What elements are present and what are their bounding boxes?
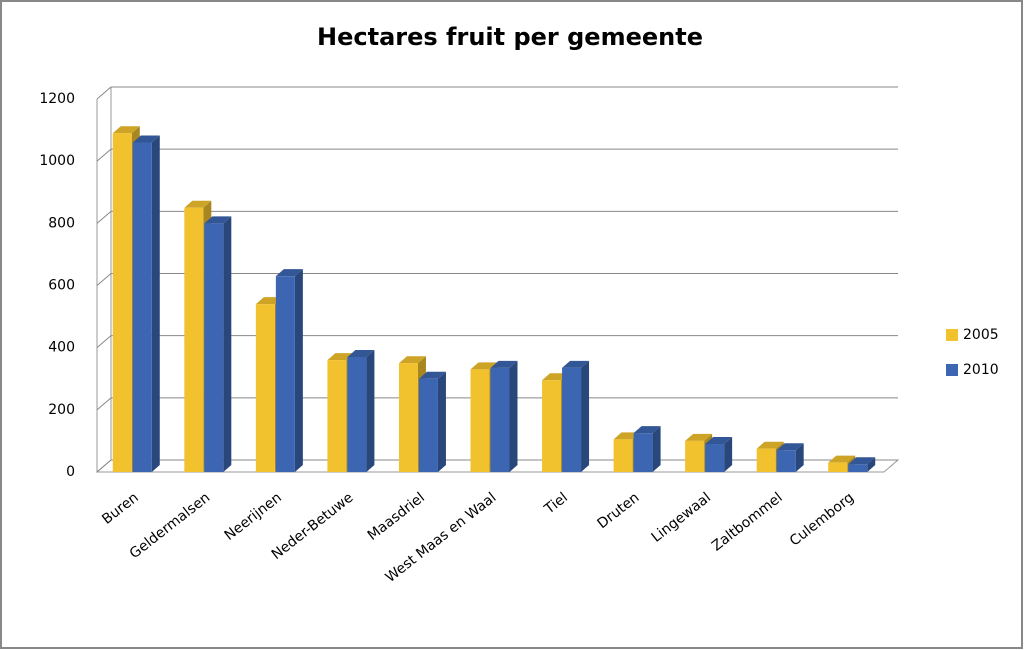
grid-line-side [96, 397, 112, 411]
bar [255, 304, 275, 472]
bar-top [633, 426, 661, 434]
bar-top [490, 360, 518, 368]
bar-top [705, 437, 733, 445]
bar [685, 440, 705, 472]
bar [756, 448, 776, 472]
bar-side [724, 437, 733, 472]
bar-top [204, 216, 232, 224]
bar-top [776, 443, 804, 451]
chart-title: Hectares fruit per gemeente [317, 23, 703, 51]
bar-top [132, 135, 160, 143]
legend-label: 2005 [963, 327, 999, 343]
bar-top [275, 269, 303, 277]
bar-top [828, 455, 856, 463]
bar-side [151, 135, 160, 472]
bar-side [366, 349, 375, 472]
bar-top [184, 200, 212, 208]
grid-line-side [96, 86, 112, 100]
bar [275, 276, 295, 472]
legend-swatch [946, 329, 958, 341]
bar-side [652, 426, 661, 472]
y-tick-label: 0 [66, 464, 75, 480]
bar-side [294, 269, 303, 472]
grid-line-side [96, 273, 112, 286]
bar-side [581, 360, 590, 472]
bar [633, 433, 653, 472]
bar-top [756, 441, 784, 449]
bar [562, 367, 582, 472]
bar [418, 378, 438, 472]
bar-top [347, 349, 375, 357]
bar-side [509, 360, 518, 472]
y-tick-label: 1200 [39, 91, 75, 107]
legend-label: 2010 [963, 362, 999, 378]
y-tick-label: 200 [48, 402, 75, 418]
bar [613, 439, 633, 472]
bar [828, 462, 848, 472]
bar-top [112, 126, 140, 134]
bar-top [685, 433, 713, 441]
bar [184, 207, 204, 472]
bar-side [867, 457, 876, 472]
bar-side [223, 216, 232, 472]
y-tick-label: 600 [48, 278, 75, 294]
bar [542, 380, 562, 472]
bar-side [437, 371, 446, 472]
legend-swatch [946, 364, 958, 376]
bar-top [562, 360, 590, 368]
bar [398, 363, 418, 472]
bar [347, 356, 367, 472]
bar-top [848, 457, 876, 465]
bar [776, 450, 796, 472]
grid-line-side [96, 335, 112, 349]
bar [327, 360, 347, 472]
bar [470, 369, 490, 472]
y-tick-label: 800 [48, 215, 75, 231]
bar [204, 223, 224, 472]
y-tick-label: 400 [48, 340, 75, 356]
bar [490, 367, 510, 472]
bar [705, 444, 725, 472]
bar-top [398, 356, 426, 364]
bar [132, 142, 152, 472]
grid-line-side [96, 148, 112, 162]
grid-line-side [96, 210, 112, 224]
grid-line-side [96, 459, 112, 473]
bar [112, 133, 132, 473]
bar-top [418, 371, 446, 379]
bar-side [795, 443, 804, 472]
y-tick-label: 1000 [39, 153, 75, 169]
bar [848, 464, 868, 472]
